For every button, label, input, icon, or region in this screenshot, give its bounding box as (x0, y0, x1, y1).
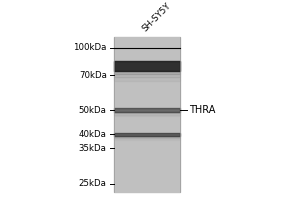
Bar (114, 77, 180, 81)
Text: 50kDa: 50kDa (79, 106, 107, 115)
Text: 25kDa: 25kDa (79, 179, 107, 188)
Bar (114, 137, 180, 138)
Bar (114, 138, 180, 140)
Text: 100kDa: 100kDa (73, 43, 107, 52)
Text: 70kDa: 70kDa (79, 71, 107, 80)
Bar (114, 115, 180, 116)
Bar (114, 136, 180, 137)
Bar (114, 108, 180, 112)
Bar (114, 61, 180, 71)
Bar (114, 112, 180, 113)
Bar (114, 71, 180, 74)
Text: 35kDa: 35kDa (79, 144, 107, 153)
Bar (114, 113, 180, 115)
Text: THRA: THRA (189, 105, 215, 115)
Bar (114, 133, 180, 136)
Text: 40kDa: 40kDa (79, 130, 107, 139)
Text: SH-SY5Y: SH-SY5Y (141, 2, 173, 34)
Bar (114, 37, 180, 192)
Bar (114, 74, 180, 77)
